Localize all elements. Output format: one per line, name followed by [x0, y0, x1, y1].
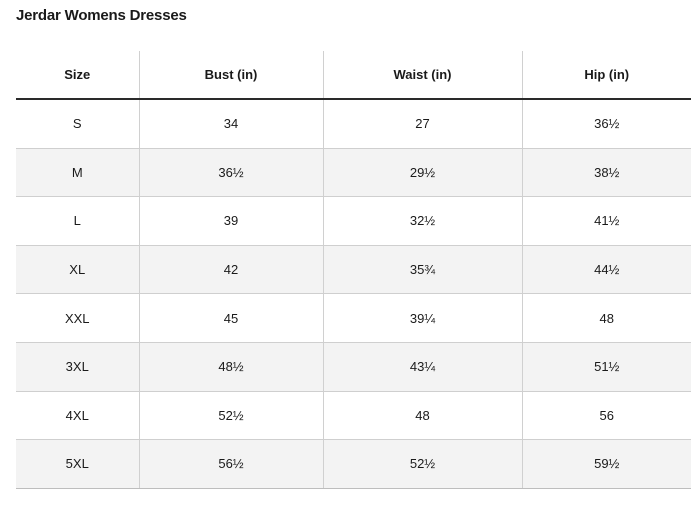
header-bust: Bust (in)	[138, 51, 323, 100]
table-row: XL 42 35¾ 44½	[16, 245, 691, 295]
bust-cell: 39	[138, 196, 323, 246]
bust-cell: 45	[138, 293, 323, 343]
waist-cell: 39¼	[322, 293, 522, 343]
bust-cell: 42	[138, 245, 323, 295]
hip-cell: 48	[521, 293, 691, 343]
header-waist: Waist (in)	[322, 51, 522, 100]
bust-cell: 34	[138, 99, 323, 149]
size-cell: M	[16, 148, 139, 198]
waist-cell: 52½	[322, 439, 522, 489]
table-row: XXL 45 39¼ 48	[16, 293, 691, 343]
bust-cell: 48½	[138, 342, 323, 392]
hip-cell: 51½	[521, 342, 691, 392]
table-row: L 39 32½ 41½	[16, 196, 691, 246]
waist-cell: 27	[322, 99, 522, 149]
size-cell: XL	[16, 245, 139, 295]
waist-cell: 35¾	[322, 245, 522, 295]
hip-cell: 36½	[521, 99, 691, 149]
table-row: S 34 27 36½	[16, 99, 691, 149]
page-title: Jerdar Womens Dresses	[16, 7, 187, 24]
table-row: 4XL 52½ 48 56	[16, 391, 691, 441]
table-row: 5XL 56½ 52½ 59½	[16, 439, 691, 489]
header-size: Size	[16, 51, 139, 100]
table-body: S 34 27 36½ M 36½ 29½ 38½ L 39 32½ 41½ X…	[16, 99, 691, 489]
table-row: M 36½ 29½ 38½	[16, 148, 691, 198]
size-cell: L	[16, 196, 139, 246]
header-hip: Hip (in)	[521, 51, 691, 100]
size-cell: 4XL	[16, 391, 139, 441]
waist-cell: 32½	[322, 196, 522, 246]
size-chart-table: Size Bust (in) Waist (in) Hip (in) S 34 …	[16, 51, 691, 489]
size-cell: 5XL	[16, 439, 139, 489]
header-row: Size Bust (in) Waist (in) Hip (in)	[16, 51, 691, 100]
bust-cell: 52½	[138, 391, 323, 441]
waist-cell: 29½	[322, 148, 522, 198]
hip-cell: 38½	[521, 148, 691, 198]
size-cell: 3XL	[16, 342, 139, 392]
hip-cell: 41½	[521, 196, 691, 246]
waist-cell: 48	[322, 391, 522, 441]
table-header: Size Bust (in) Waist (in) Hip (in)	[16, 51, 691, 100]
bust-cell: 36½	[138, 148, 323, 198]
hip-cell: 44½	[521, 245, 691, 295]
table-row: 3XL 48½ 43¼ 51½	[16, 342, 691, 392]
size-cell: XXL	[16, 293, 139, 343]
size-cell: S	[16, 99, 139, 149]
hip-cell: 56	[521, 391, 691, 441]
bust-cell: 56½	[138, 439, 323, 489]
hip-cell: 59½	[521, 439, 691, 489]
waist-cell: 43¼	[322, 342, 522, 392]
